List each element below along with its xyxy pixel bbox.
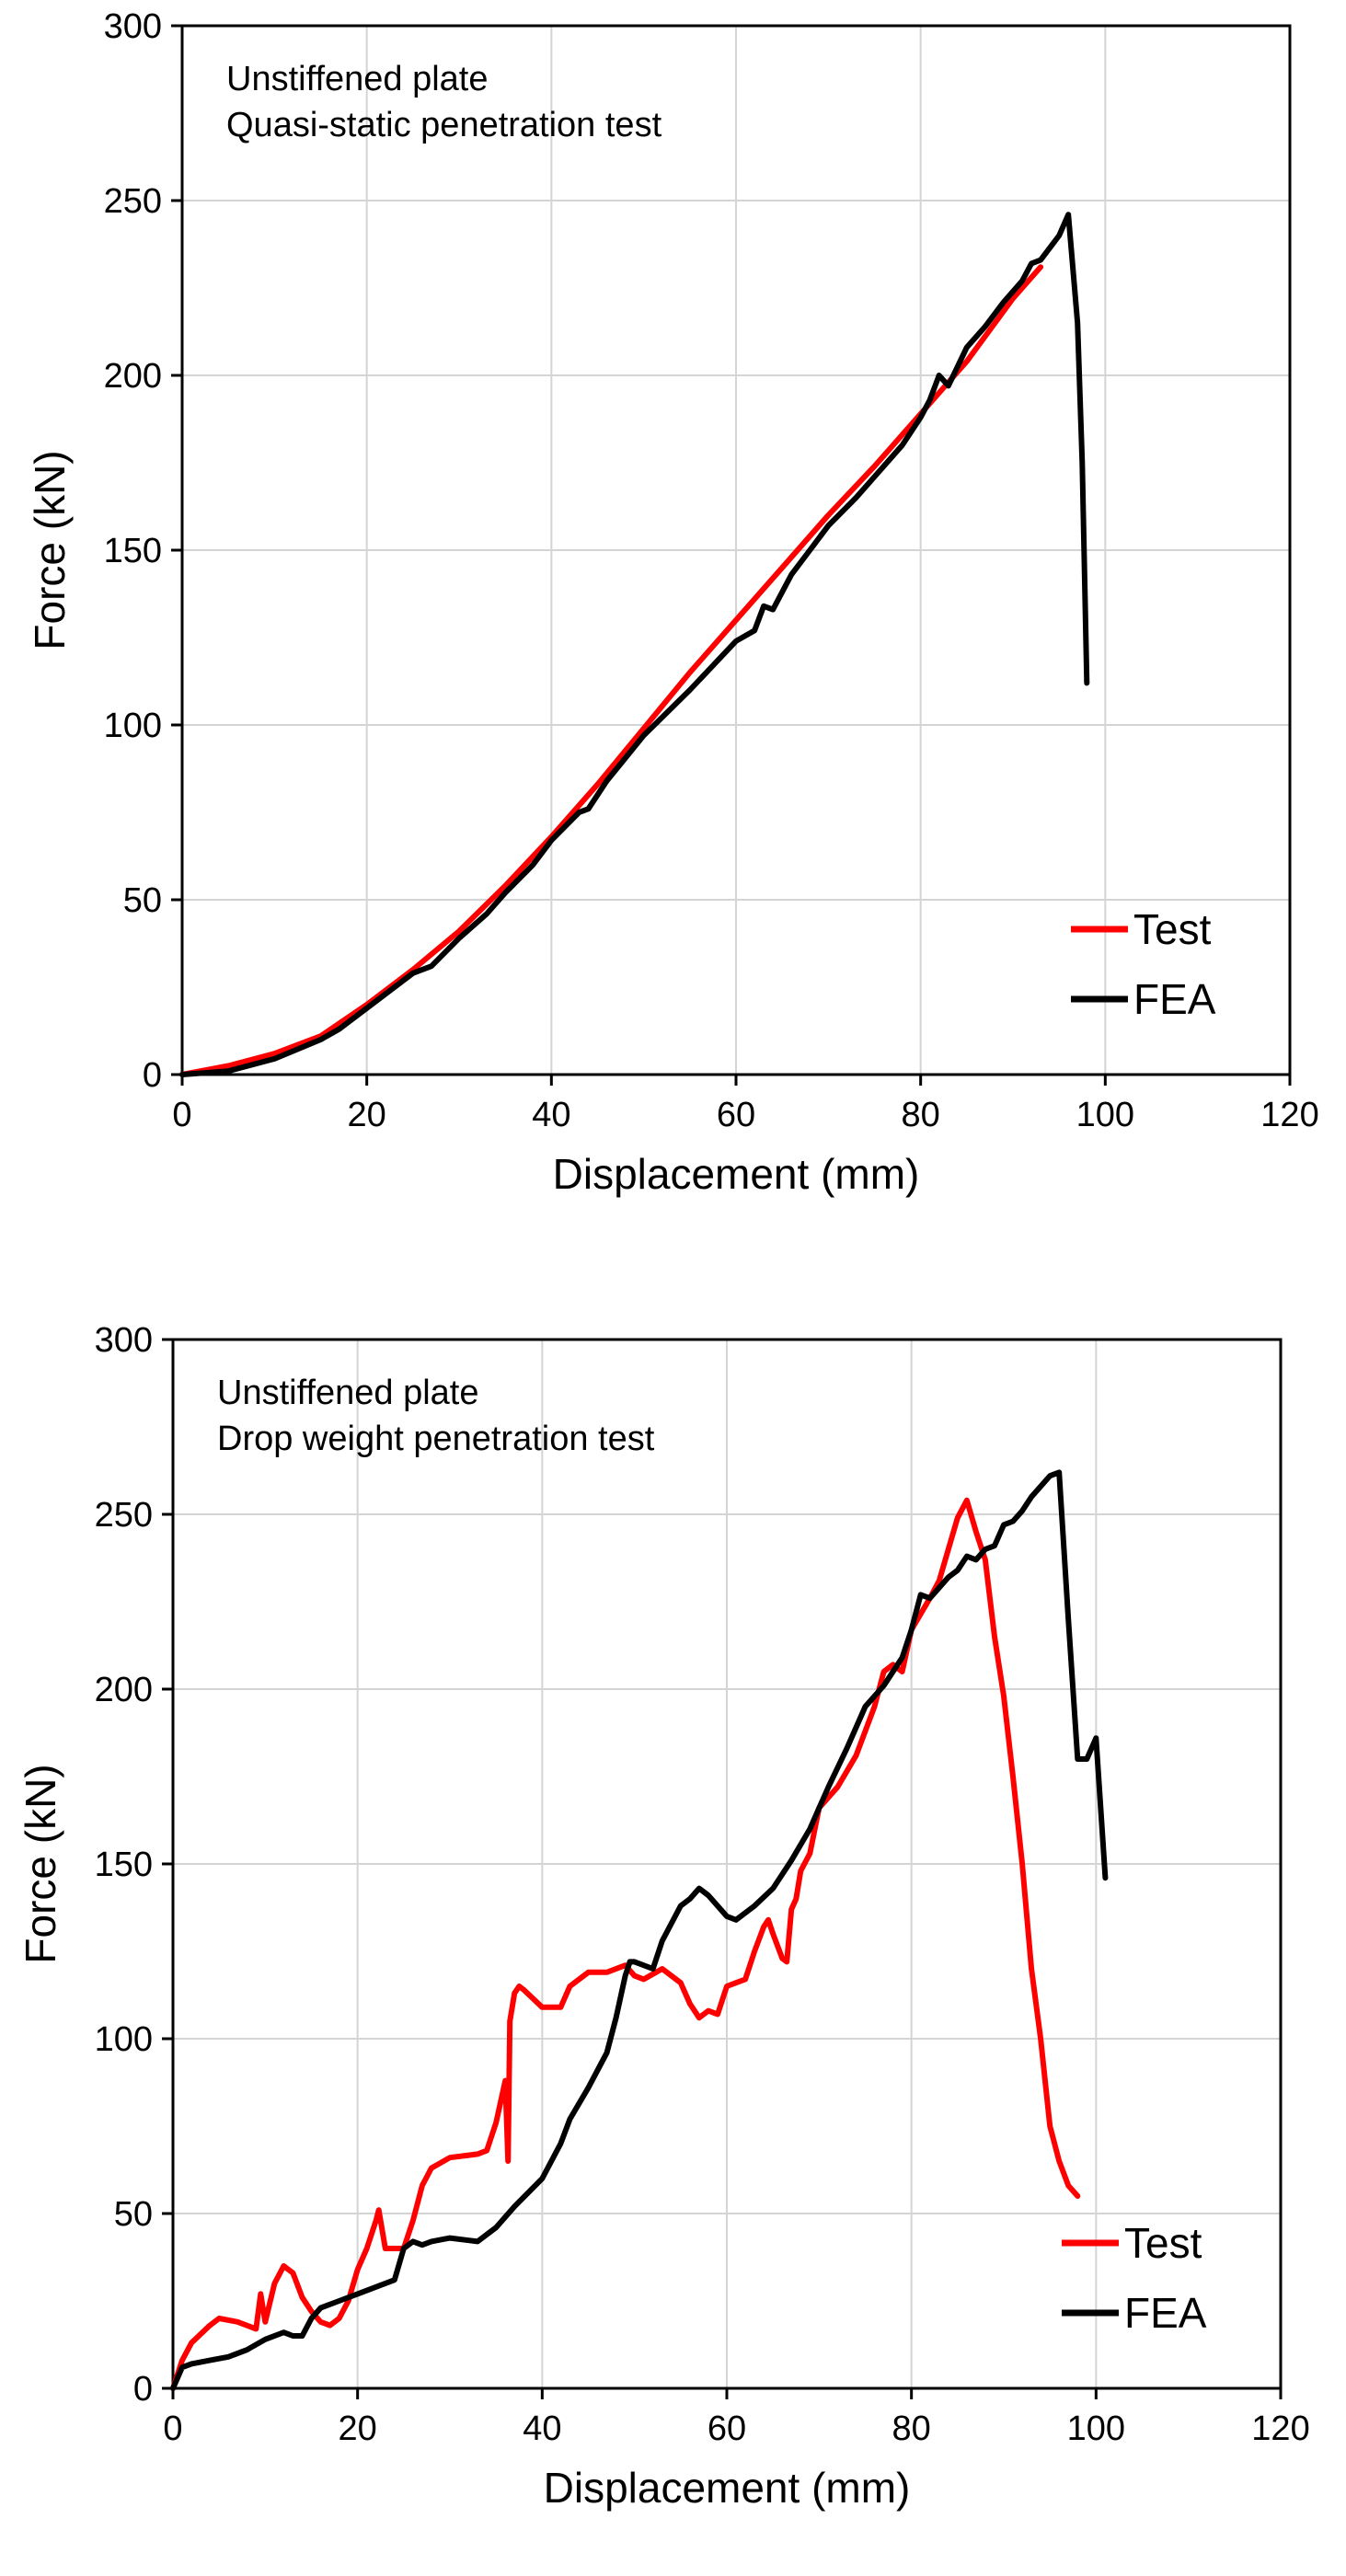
x-tick-label: 80 [902, 1096, 940, 1134]
y-tick-label: 200 [104, 357, 162, 396]
annotation-line: Unstiffened plate [217, 1374, 479, 1412]
x-tick-label: 100 [1067, 2409, 1125, 2448]
y-axis-title: Force (kN) [26, 450, 74, 650]
x-tick-label: 120 [1251, 2409, 1309, 2448]
y-tick-label: 200 [95, 1671, 153, 1709]
x-tick-label: 40 [523, 2409, 561, 2448]
top-chart: 0 20 40 60 80 100 120 0 50 100 150 200 250 300 Displac… [0, 0, 1346, 1270]
x-axis-title: Displacement (mm) [544, 2464, 911, 2512]
y-tick-label: 100 [104, 707, 162, 745]
y-tick-label: 50 [123, 881, 162, 920]
legend-label-test: Test [1124, 2219, 1202, 2267]
y-tick-label: 150 [104, 532, 162, 570]
y-tick-label: 50 [114, 2195, 153, 2234]
y-tick-label: 300 [95, 1321, 153, 1360]
annotation-line: Unstiffened plate [226, 60, 489, 98]
x-tick-label: 60 [708, 2409, 746, 2448]
x-tick-label: 80 [892, 2409, 931, 2448]
y-axis-title: Force (kN) [17, 1764, 64, 1963]
y-tick-label: 0 [143, 1056, 162, 1095]
x-tick-label: 100 [1076, 1096, 1134, 1134]
bottom-chart: 0 20 40 60 80 100 120 0 50 100 150 200 250 300 Displac… [0, 1306, 1346, 2576]
annotation-line: Quasi-static penetration test [226, 106, 662, 144]
x-tick-label: 0 [172, 1096, 191, 1134]
legend-label-fea: FEA [1133, 975, 1216, 1023]
x-axis-title: Displacement (mm) [553, 1150, 920, 1198]
series-line-test [170, 1497, 1081, 2391]
legend-label-fea: FEA [1124, 2289, 1207, 2337]
x-tick-label: 20 [339, 2409, 377, 2448]
bottom-chart-svg: 0 20 40 60 80 100 120 0 50 100 150 200 250 300 Displac… [17, 1321, 1310, 2512]
y-tick-label: 0 [133, 2370, 153, 2409]
series-line-fea [170, 1469, 1109, 2391]
x-tick-label: 60 [717, 1096, 755, 1134]
x-tick-label: 120 [1260, 1096, 1318, 1134]
series-line-fea [179, 212, 1090, 1077]
x-tick-label: 40 [532, 1096, 570, 1134]
y-tick-label: 250 [95, 1496, 153, 1535]
series-line-test [179, 264, 1044, 1077]
y-tick-label: 150 [95, 1846, 153, 1884]
annotation-line: Drop weight penetration test [217, 1420, 655, 1458]
legend-label-test: Test [1133, 905, 1212, 953]
y-tick-label: 250 [104, 182, 162, 221]
y-tick-label: 100 [95, 2020, 153, 2059]
x-tick-label: 0 [163, 2409, 182, 2448]
top-chart-svg: 0 20 40 60 80 100 120 0 50 100 150 200 250 300 Displac… [26, 7, 1319, 1198]
y-tick-label: 300 [104, 7, 162, 46]
x-tick-label: 20 [348, 1096, 386, 1134]
